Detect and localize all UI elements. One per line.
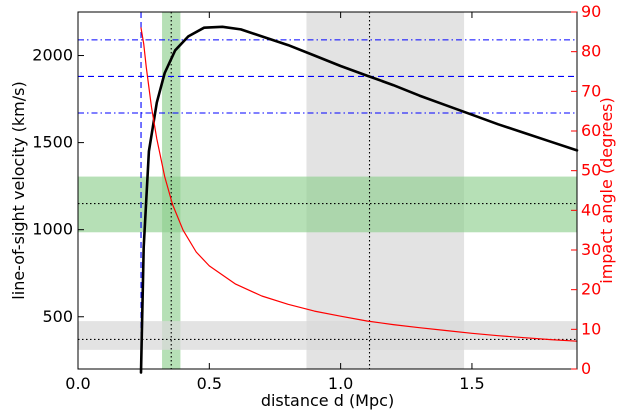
x-axis-label: distance d (Mpc): [261, 391, 394, 410]
data-series: [139, 25, 579, 374]
y2-tick-label: 40: [581, 200, 601, 219]
y-tick-label: 500: [42, 307, 73, 326]
y2-tick-label: 30: [581, 240, 601, 259]
y2-tick-label: 0: [581, 359, 591, 378]
y-tick-label: 1000: [32, 220, 73, 239]
x-tick-label: 1.0: [328, 374, 353, 393]
x-tick-label: 1.5: [459, 374, 484, 393]
y2-tick-label: 70: [581, 81, 601, 100]
x-tick-label: 0.0: [65, 374, 90, 393]
y-tick-label: 2000: [32, 46, 73, 65]
y2-tick-label: 50: [581, 161, 601, 180]
y2-tick-label: 60: [581, 121, 601, 140]
impact-angle-curve: [140, 27, 578, 342]
plot-frame: [77, 11, 578, 370]
y-tick-label: 1500: [32, 133, 73, 152]
y2-tick-label: 80: [581, 42, 601, 61]
y-axis-label: line-of-sight velocity (km/s): [9, 81, 28, 299]
y2-tick-label: 90: [581, 2, 601, 21]
velocity-curve: [139, 25, 579, 374]
axis-ticks: 0.0 0.5 1.0 1.5 500 1000 1500 2000 0 10 20 30 40 50 60…: [32, 2, 601, 393]
y2-tick-label: 10: [581, 319, 601, 338]
y2-tick-label: 20: [581, 280, 601, 299]
x-tick-label: 0.5: [197, 374, 222, 393]
y2-axis-label: impact angle (degrees): [597, 97, 616, 284]
band-horizontal-green: [78, 176, 577, 233]
reference-lines: [78, 12, 577, 369]
shaded-bands: [78, 12, 577, 369]
